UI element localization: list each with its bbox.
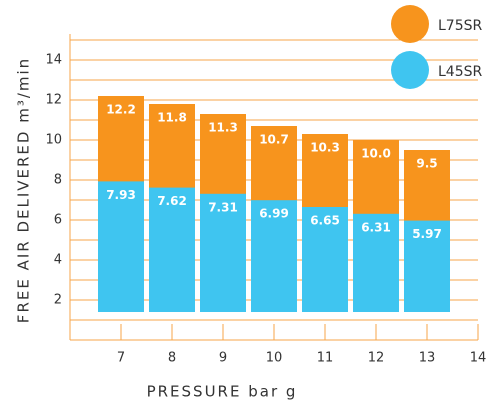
- legend-label: L75SR: [438, 18, 483, 34]
- value-label: 10.3: [310, 141, 340, 155]
- legend-swatch: [391, 5, 429, 43]
- x-tick-label: 13: [419, 351, 436, 366]
- bar: [251, 200, 297, 312]
- y-axis-label: FREE AIR DELIVERED m³/min: [15, 57, 33, 323]
- y-tick-label: 10: [45, 133, 62, 148]
- value-label: 6.31: [361, 220, 391, 234]
- bar: [353, 213, 399, 312]
- value-label: 10.7: [259, 133, 289, 147]
- y-tick-label: 12: [45, 93, 62, 108]
- y-tick-label: 6: [54, 213, 62, 228]
- value-label: 7.93: [106, 188, 136, 202]
- x-tick-label: 14: [470, 351, 486, 366]
- value-label: 7.31: [208, 200, 238, 214]
- bar: [98, 181, 144, 312]
- x-axis-label: PRESSURE bar g: [147, 383, 298, 401]
- y-tick-label: 4: [54, 253, 62, 268]
- y-tick-label: 2: [54, 293, 62, 308]
- value-label: 6.65: [310, 214, 340, 228]
- value-label: 9.5: [416, 157, 437, 171]
- value-label: 7.62: [157, 194, 187, 208]
- bar: [200, 193, 246, 312]
- legend-label: L45SR: [438, 64, 483, 80]
- value-label: 11.3: [208, 121, 238, 135]
- x-tick-label: 8: [168, 351, 176, 366]
- value-label: 10.0: [361, 147, 391, 161]
- y-tick-label: 8: [54, 173, 62, 188]
- legend-swatch: [391, 51, 429, 89]
- x-tick-label: 9: [219, 351, 227, 366]
- value-label: 12.2: [106, 103, 136, 117]
- bar: [302, 207, 348, 312]
- x-tick-label: 11: [317, 351, 334, 366]
- x-tick-label: 12: [368, 351, 385, 366]
- bar: [404, 220, 450, 312]
- bar: [149, 187, 195, 312]
- value-label: 5.97: [412, 227, 442, 241]
- x-tick-label: 7: [117, 351, 125, 366]
- value-label: 6.99: [259, 207, 289, 221]
- y-tick-label: 14: [45, 53, 62, 68]
- value-label: 11.8: [157, 111, 187, 125]
- x-tick-label: 10: [266, 351, 283, 366]
